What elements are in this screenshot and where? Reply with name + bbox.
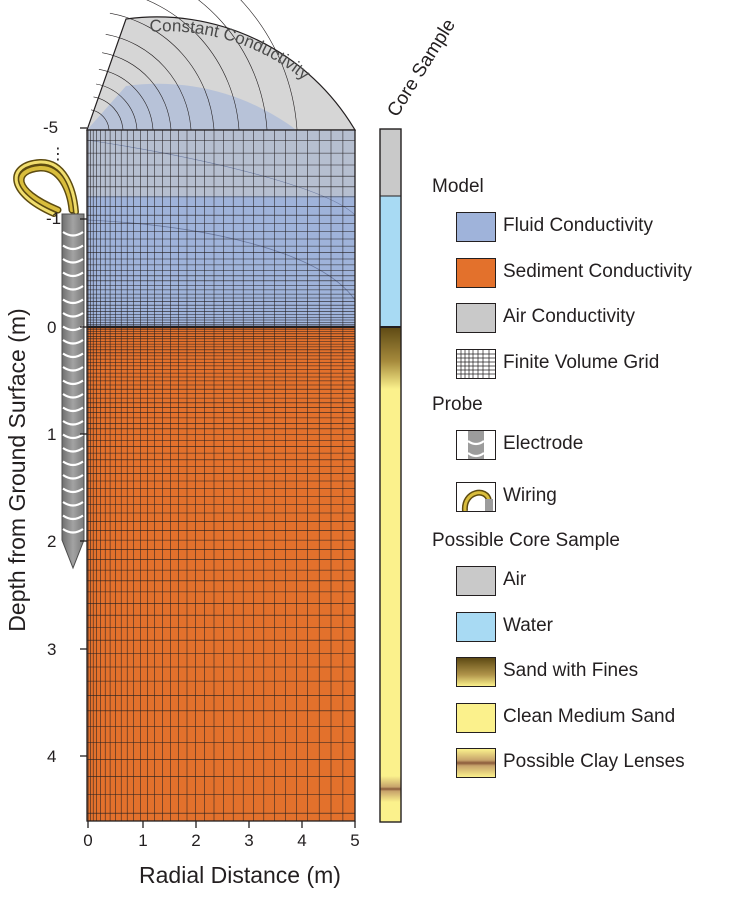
- legend-item: Clean Medium Sand: [432, 695, 722, 741]
- x-tick-label: 1: [138, 831, 147, 850]
- legend-item: Possible Clay Lenses: [432, 740, 722, 786]
- sediment-region: [87, 327, 355, 821]
- y-axis-title: Depth from Ground Surface (m): [4, 308, 30, 631]
- x-tick-labels: 0 1 2 3 4 5: [83, 831, 359, 850]
- x-tick-label: 2: [191, 831, 200, 850]
- y-tick-label: 1: [47, 425, 56, 444]
- legend-item: Sand with Fines: [432, 649, 722, 695]
- sand-fines-swatch: [456, 657, 496, 687]
- y-tick-label: 3: [47, 640, 56, 659]
- legend-item: Sediment Conductivity: [432, 250, 722, 296]
- clay-lens-swatch: [456, 748, 496, 778]
- legend: Model Fluid Conductivity Sediment Conduc…: [432, 174, 722, 786]
- x-tick-label: 5: [350, 831, 359, 850]
- y-tick-label: -1: [46, 209, 61, 228]
- x-tick-label: 0: [83, 831, 92, 850]
- legend-label: Sediment Conductivity: [503, 260, 693, 282]
- legend-label: Electrode: [503, 433, 584, 454]
- y-tick-label: 0: [47, 318, 56, 337]
- y-tick-label: 4: [47, 747, 56, 766]
- clean-sand-swatch: [456, 702, 496, 733]
- y-tick-labels: -5 ⋮ -1 0 1 2 3 4: [43, 118, 66, 766]
- water-swatch: [456, 611, 496, 642]
- finite-volume-grid: [87, 130, 355, 821]
- legend-item: Electrode: [432, 422, 722, 474]
- legend-item: Fluid Conductivity: [432, 204, 722, 250]
- air-swatch: [456, 566, 496, 596]
- model-outline: [86, 129, 356, 822]
- x-tick-label: 4: [297, 831, 306, 850]
- legend-label: Water: [503, 614, 553, 636]
- legend-item: Air: [432, 558, 722, 604]
- wiring-icon: [13, 158, 79, 217]
- y-tick-label: -5: [43, 118, 58, 137]
- y-tick-label: 2: [47, 532, 56, 551]
- legend-item: Air Conductivity: [432, 295, 722, 341]
- legend-label: Possible Clay Lenses: [503, 751, 685, 772]
- axis-ellipsis: ⋮: [50, 146, 66, 163]
- legend-label: Air Conductivity: [503, 306, 635, 327]
- fluid-swatch: [456, 212, 496, 242]
- legend-label: Fluid Conductivity: [503, 215, 653, 236]
- legend-heading-probe: Probe: [432, 394, 483, 415]
- x-tick-label: 3: [244, 831, 253, 850]
- air-swatch: [456, 303, 496, 333]
- legend-item: Wiring: [432, 474, 722, 526]
- electrode-icon: [456, 430, 496, 460]
- legend-heading-core: Possible Core Sample: [432, 530, 620, 551]
- legend-label: Clean Medium Sand: [503, 705, 676, 727]
- grid-swatch: [456, 348, 496, 379]
- sediment-swatch: [456, 257, 496, 288]
- legend-label: Finite Volume Grid: [503, 351, 660, 373]
- legend-label: Wiring: [503, 485, 557, 506]
- wiring-icon: [456, 482, 496, 512]
- legend-heading-model: Model: [432, 176, 484, 197]
- x-axis-title: Radial Distance (m): [139, 862, 341, 888]
- core-sample-column: [379, 128, 402, 823]
- legend-label: Air: [503, 569, 527, 590]
- legend-label: Sand with Fines: [503, 660, 639, 681]
- legend-item: Finite Volume Grid: [432, 341, 722, 387]
- legend-item: Water: [432, 604, 722, 650]
- core-sample-title: Core Sample: [383, 15, 460, 120]
- electrode-probe: [61, 213, 85, 570]
